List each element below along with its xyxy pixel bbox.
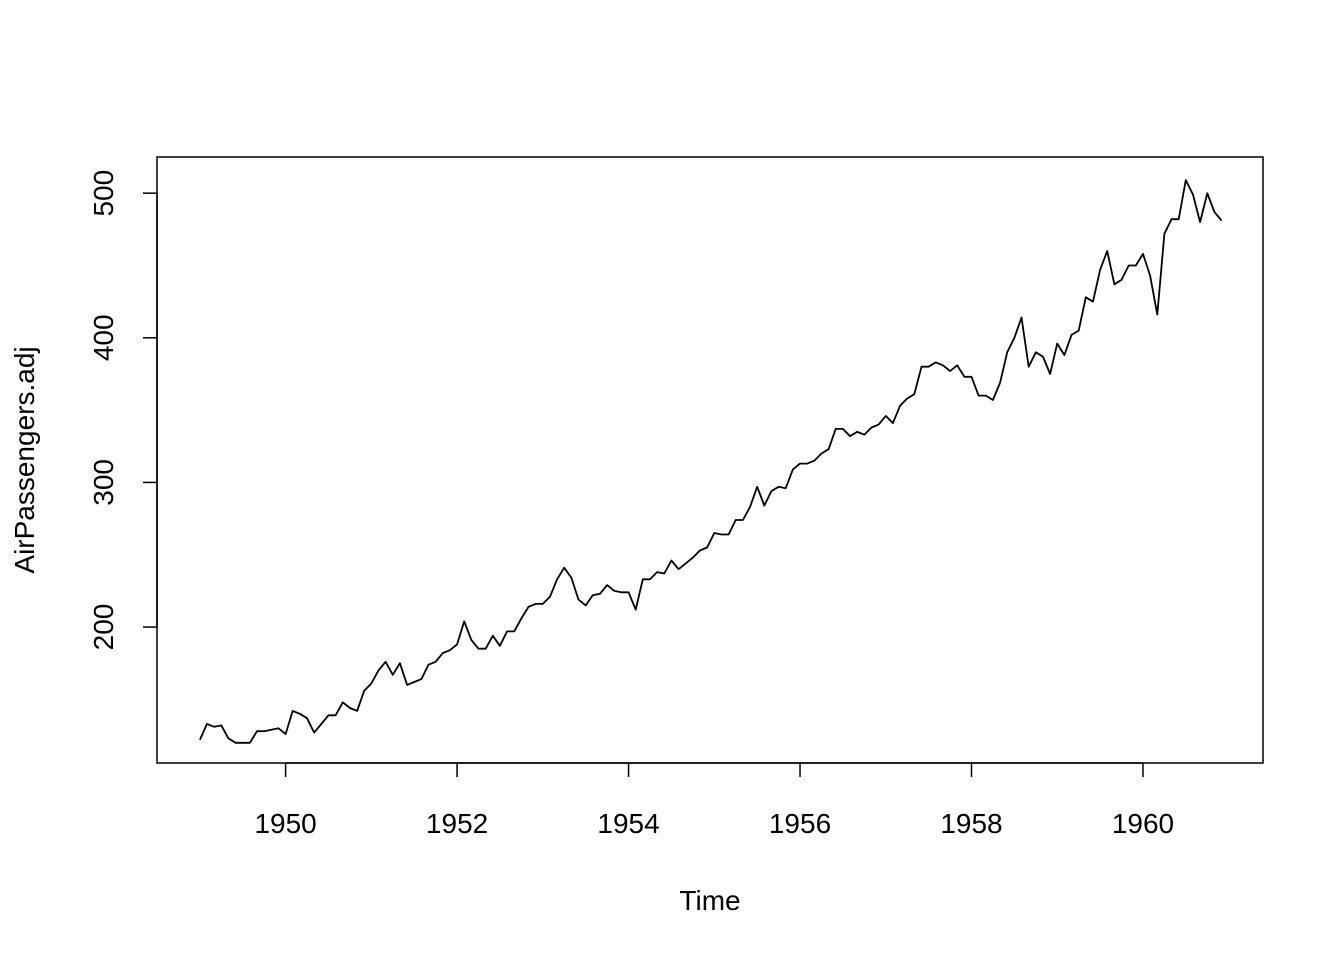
series-line <box>199 179 1223 744</box>
x-tick-label: 1954 <box>597 808 659 839</box>
y-tick-label: 300 <box>88 459 119 506</box>
y-axis: 200 300 400 500 <box>88 170 158 651</box>
x-tick-label: 1958 <box>940 808 1002 839</box>
x-tick-label: 1960 <box>1112 808 1174 839</box>
y-axis-label: AirPassengers.adj <box>9 346 40 573</box>
x-axis: 1950 1952 1954 1956 1958 1960 <box>254 762 1174 839</box>
plot-frame <box>156 156 1264 764</box>
y-tick-label: 200 <box>88 604 119 651</box>
x-tick-label: 1956 <box>769 808 831 839</box>
x-tick-label: 1950 <box>254 808 316 839</box>
x-tick-label: 1952 <box>426 808 488 839</box>
y-tick-label: 500 <box>88 170 119 217</box>
y-tick-label: 400 <box>88 314 119 361</box>
x-axis-label: Time <box>679 885 740 916</box>
